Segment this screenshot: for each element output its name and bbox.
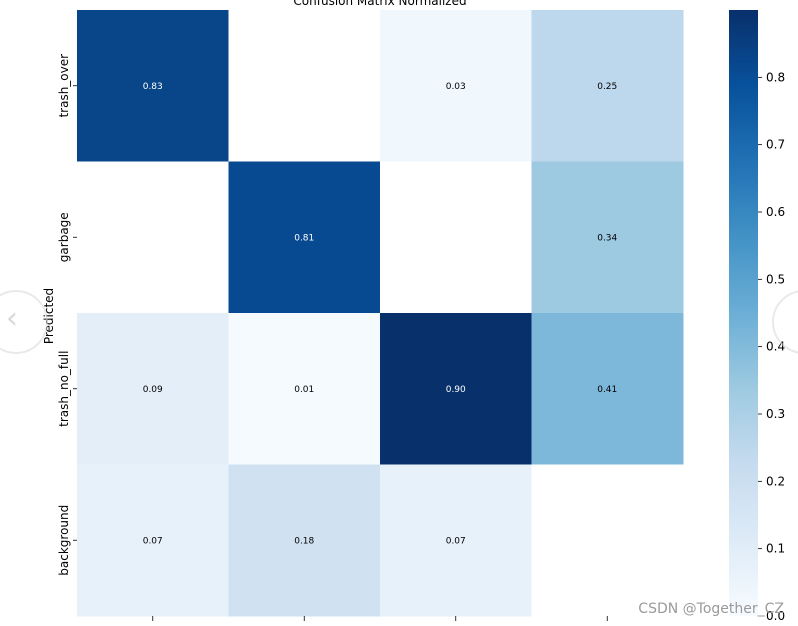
chevron-left-glyph: ‹ (6, 301, 18, 336)
colorbar-tick-label: 0.3 (766, 407, 785, 421)
row-label: trash_over (57, 54, 71, 118)
colorbar-tick-label: 0.7 (766, 138, 785, 152)
heatmap-cell (77, 464, 229, 617)
heatmap-cells: 0.83 0.03 0.25 0.81 0.34 0.09 0.01 0.90 0.41 0.07… (77, 10, 684, 617)
colorbar-tick-label: 0.1 (766, 542, 785, 556)
heatmap-cell (380, 10, 532, 162)
heatmap-cell (380, 464, 532, 617)
colorbar-ticks: 0.00.10.20.30.40.50.60.70.8 (758, 70, 785, 623)
heatmap-cell (228, 10, 381, 162)
colorbar-tick-label: 0.5 (766, 272, 785, 286)
heatmap-cell (77, 10, 229, 162)
row-label: background (57, 505, 71, 576)
cell-value-label: 0.83 (143, 82, 163, 92)
cell-value-label: 0.41 (597, 385, 617, 395)
heatmap-cell (77, 161, 229, 314)
heatmap-cell (531, 464, 684, 617)
heatmap-cell (77, 313, 229, 465)
cell-value-label: 0.01 (294, 385, 314, 395)
colorbar-tick-label: 0.0 (766, 609, 785, 623)
heatmap-cell (228, 464, 381, 617)
cell-value-label: 0.03 (446, 82, 466, 92)
x-ticks (152, 616, 608, 621)
cell-value-label: 0.18 (294, 536, 314, 546)
heatmap-cell (531, 161, 684, 314)
colorbar-tick-label: 0.8 (766, 70, 785, 84)
cell-value-label: 0.34 (597, 233, 617, 243)
colorbar (729, 10, 758, 616)
colorbar-tick-label: 0.6 (766, 205, 785, 219)
heatmap-cell (531, 313, 684, 465)
heatmap-cell (531, 10, 684, 162)
cell-value-label: 0.25 (597, 82, 617, 92)
cell-value-label: 0.90 (446, 385, 466, 395)
chart-title: Confusion Matrix Normalized (293, 0, 466, 8)
colorbar-tick-label: 0.2 (766, 474, 785, 488)
heatmap-cell (228, 161, 381, 314)
heatmap-cell (380, 161, 532, 314)
heatmap-cell (228, 313, 381, 465)
row-label: trash_no_full (57, 351, 71, 427)
cell-value-label: 0.07 (143, 536, 163, 546)
heatmap-cell (380, 313, 532, 465)
row-label: garbage (57, 212, 71, 262)
cell-value-label: 0.07 (446, 536, 466, 546)
watermark: CSDN @Together_CZ (638, 601, 784, 617)
cell-value-label: 0.09 (143, 385, 163, 395)
cell-value-label: 0.81 (294, 233, 314, 243)
